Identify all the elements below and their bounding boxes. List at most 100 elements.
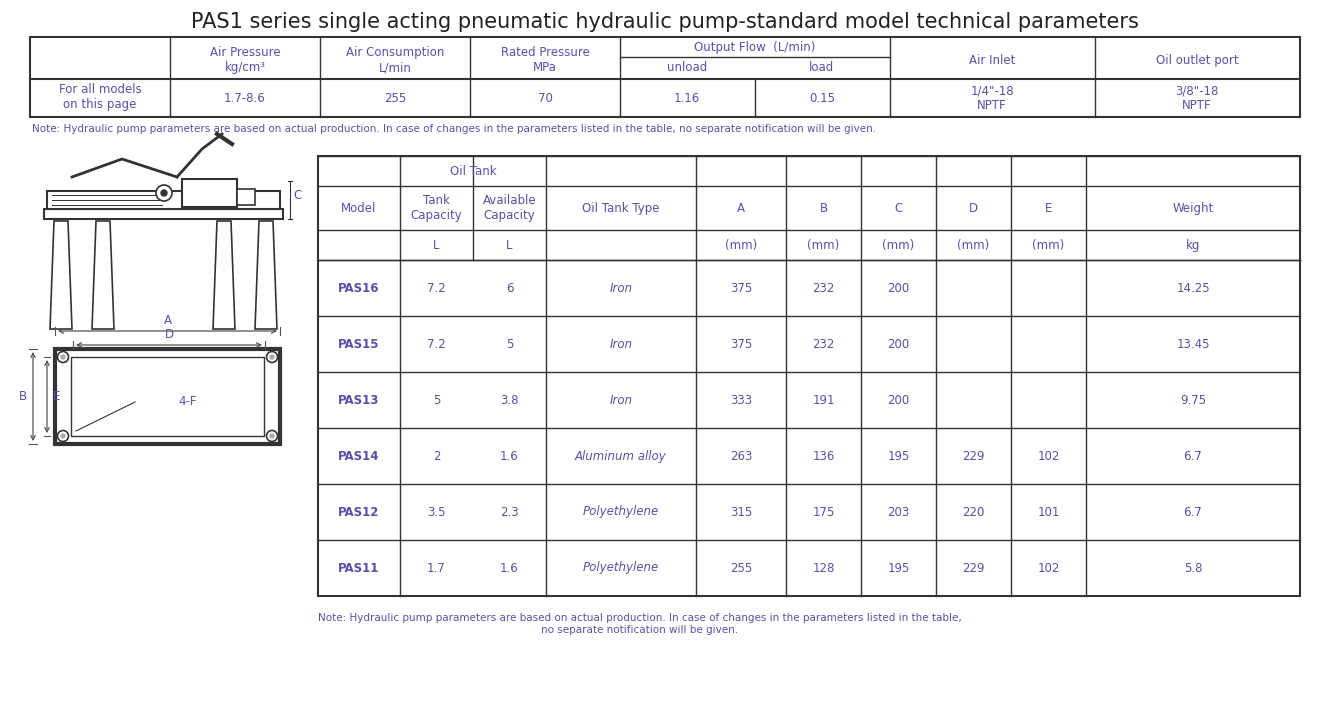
Text: 175: 175 (812, 506, 835, 518)
Text: 7.2: 7.2 (427, 281, 446, 294)
Text: unload: unload (667, 61, 707, 74)
Polygon shape (51, 221, 72, 329)
Circle shape (156, 185, 172, 201)
Text: 191: 191 (812, 393, 835, 406)
Polygon shape (213, 221, 236, 329)
Text: A: A (737, 201, 745, 214)
Text: D: D (969, 201, 978, 214)
Text: 1.6: 1.6 (500, 561, 519, 575)
Text: 195: 195 (888, 561, 909, 575)
Text: 4-F: 4-F (178, 395, 197, 408)
Text: 6.7: 6.7 (1183, 506, 1202, 518)
Text: 5: 5 (506, 338, 514, 351)
Text: Tank
Capacity: Tank Capacity (411, 194, 462, 222)
Text: 13.45: 13.45 (1177, 338, 1210, 351)
Bar (237, 189, 256, 205)
Text: 5.8: 5.8 (1183, 561, 1202, 575)
Text: PAS14: PAS14 (338, 450, 379, 463)
Text: 1.16: 1.16 (673, 91, 700, 104)
Text: Weight: Weight (1173, 201, 1214, 214)
Text: 101: 101 (1037, 506, 1059, 518)
Text: PAS12: PAS12 (338, 506, 379, 518)
Text: B: B (820, 201, 828, 214)
Text: 14.25: 14.25 (1177, 281, 1210, 294)
Text: A: A (164, 313, 172, 326)
Text: 203: 203 (888, 506, 909, 518)
Circle shape (61, 355, 65, 359)
Text: Polyethylene: Polyethylene (583, 506, 659, 518)
Text: Air Consumption
L/min: Air Consumption L/min (346, 46, 445, 74)
Text: PAS11: PAS11 (338, 561, 379, 575)
Circle shape (266, 351, 277, 363)
Text: C: C (293, 188, 301, 201)
Text: 5: 5 (433, 393, 441, 406)
Text: 333: 333 (729, 393, 752, 406)
Text: 1.6: 1.6 (500, 450, 519, 463)
Bar (182, 179, 237, 207)
Text: D: D (165, 328, 173, 341)
Text: 3/8"-18
NPTF: 3/8"-18 NPTF (1175, 84, 1219, 112)
Bar (71, 357, 264, 436)
Text: 263: 263 (729, 450, 752, 463)
Text: 6.7: 6.7 (1183, 450, 1202, 463)
Text: 102: 102 (1037, 450, 1059, 463)
Bar (44, 209, 284, 219)
Text: (mm): (mm) (882, 238, 914, 251)
Text: (mm): (mm) (957, 238, 990, 251)
Text: Available
Capacity: Available Capacity (483, 194, 536, 222)
Text: 2: 2 (433, 450, 441, 463)
Text: kg: kg (1186, 238, 1201, 251)
Text: 232: 232 (812, 281, 835, 294)
Text: 315: 315 (729, 506, 752, 518)
Text: 70: 70 (538, 91, 552, 104)
Text: Model: Model (341, 201, 377, 214)
Text: Oil Tank: Oil Tank (450, 164, 496, 178)
Text: 102: 102 (1037, 561, 1059, 575)
Text: Iron: Iron (610, 281, 632, 294)
Bar (55, 349, 280, 444)
Text: 136: 136 (812, 450, 835, 463)
Text: 2.3: 2.3 (500, 506, 519, 518)
Text: Oil outlet port: Oil outlet port (1155, 54, 1238, 66)
Text: L: L (506, 238, 512, 251)
Text: 3.5: 3.5 (427, 506, 446, 518)
Text: 229: 229 (962, 450, 985, 463)
Text: 1/4"-18
NPTF: 1/4"-18 NPTF (970, 84, 1014, 112)
Text: 375: 375 (729, 338, 752, 351)
Text: 232: 232 (812, 338, 835, 351)
Text: Output Flow  (L/min): Output Flow (L/min) (695, 41, 816, 54)
Text: Air Pressure
kg/cm³: Air Pressure kg/cm³ (210, 46, 281, 74)
Text: load: load (809, 61, 835, 74)
Circle shape (270, 355, 274, 359)
Text: PAS13: PAS13 (338, 393, 379, 406)
Circle shape (57, 351, 68, 363)
Polygon shape (92, 221, 114, 329)
Text: 220: 220 (962, 506, 985, 518)
Text: Note: Hydraulic pump parameters are based on actual production. In case of chang: Note: Hydraulic pump parameters are base… (32, 124, 876, 134)
Text: 229: 229 (962, 561, 985, 575)
Text: PAS16: PAS16 (338, 281, 379, 294)
Text: 195: 195 (888, 450, 909, 463)
Text: (mm): (mm) (808, 238, 840, 251)
Text: Polyethylene: Polyethylene (583, 561, 659, 575)
Text: L: L (434, 238, 439, 251)
Text: Rated Pressure
MPa: Rated Pressure MPa (500, 46, 590, 74)
Polygon shape (256, 221, 277, 329)
Text: PAS1 series single acting pneumatic hydraulic pump-standard model technical para: PAS1 series single acting pneumatic hydr… (192, 12, 1139, 32)
Text: Aluminum alloy: Aluminum alloy (575, 450, 667, 463)
Text: B: B (19, 390, 27, 403)
Text: Iron: Iron (610, 393, 632, 406)
Circle shape (266, 431, 277, 441)
Text: E: E (53, 390, 61, 403)
Text: 1.7-8.6: 1.7-8.6 (224, 91, 266, 104)
Bar (31, 37, 1300, 117)
Text: 200: 200 (888, 338, 909, 351)
Bar (318, 156, 1300, 596)
Text: Iron: Iron (610, 338, 632, 351)
Text: 128: 128 (812, 561, 835, 575)
Circle shape (61, 434, 65, 438)
Text: PAS15: PAS15 (338, 338, 379, 351)
Text: C: C (894, 201, 902, 214)
Circle shape (57, 431, 68, 441)
Circle shape (161, 190, 166, 196)
